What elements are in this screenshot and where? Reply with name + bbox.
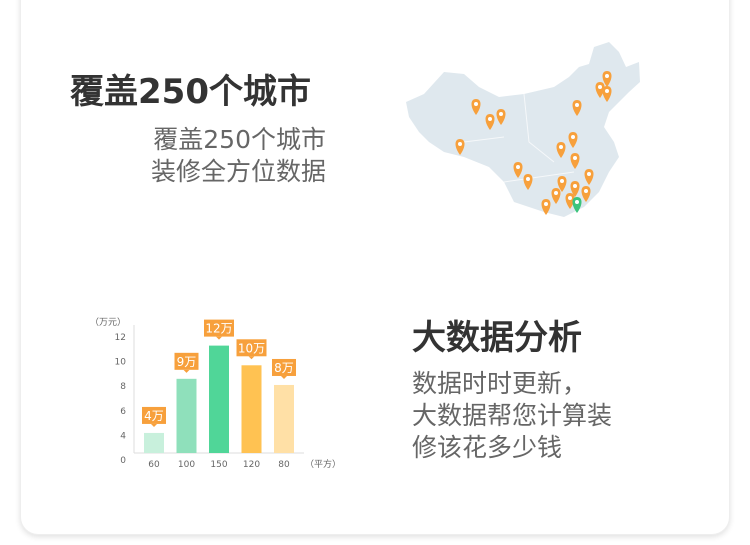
location-pin-icon [584,169,594,185]
y-tick-label: 0 [120,456,126,466]
bar [241,365,262,453]
data-label-bg [142,406,166,424]
location-pin-icon [568,132,578,148]
x-axis-label: （平方） [305,458,340,470]
subtitle-line: 覆盖250个城市 [153,125,326,154]
location-pin-icon [565,193,575,209]
location-pin-icon [581,186,591,202]
data-label-bg [204,319,234,337]
data-label: 9万 [177,355,197,369]
y-tick-label: 12 [115,333,126,343]
y-tick-label: 6 [120,407,126,417]
data-label: 8万 [274,361,294,375]
location-pin-icon [602,86,612,102]
china-map [406,42,640,217]
price-bar-chart: （万元） （平方） 0 4 6 8 10 12 4万 60 9万 100 12万 150 10万 120 8… [90,317,340,470]
data-label: 10万 [238,341,265,355]
data-label-pointer [183,369,190,373]
data-label-pointer [281,375,287,379]
location-pin-icon [485,114,495,130]
location-pin-icon [595,82,605,98]
section-subtitle-analysis: 数据时时更新， 大数据帮您计算装 修该花多少钱 [412,368,612,464]
bar [144,432,164,453]
location-pin-icon [496,109,506,125]
location-pin-icon [570,181,580,197]
data-label-pointer [248,356,255,360]
x-tick-label: 60 [148,460,160,470]
y-tick-label: 4 [120,431,126,441]
china-map-shape [406,42,640,217]
subtitle-line: 修该花多少钱 [412,433,563,462]
x-tick-label: 120 [243,460,260,470]
location-pin-icon [572,197,582,213]
data-label: 12万 [205,322,232,336]
section-title-analysis: 大数据分析 [412,318,582,358]
data-label-bg [174,352,199,370]
data-label-bg [272,358,296,376]
x-tick-label: 150 [210,460,227,470]
subtitle-line: 数据时时更新， [412,369,588,398]
location-pin-icon [455,139,465,155]
bar [274,384,294,453]
location-pin-icon [551,188,561,204]
data-label-pointer [216,336,222,340]
x-tick-label: 80 [278,460,290,470]
data-label-bg [236,339,267,357]
y-tick-label: 10 [115,358,127,368]
bar [209,345,229,453]
bar [176,378,197,453]
section-subtitle-coverage: 覆盖250个城市 装修全方位数据 [151,124,326,188]
location-pin-icon [471,99,481,115]
location-pin-icon [541,199,551,215]
subtitle-line: 装修全方位数据 [150,157,326,186]
location-pin-icon [572,100,582,116]
location-pin-icon [570,153,580,169]
section-title-coverage: 覆盖250个城市 [70,72,311,112]
x-tick-label: 100 [178,460,195,470]
data-label: 4万 [144,409,164,423]
subtitle-line: 大数据帮您计算装 [412,401,613,430]
location-pin-icon [523,174,533,190]
y-axis-label: （万元） [90,317,126,328]
location-pin-icon [513,162,523,178]
data-label-pointer [151,423,157,427]
location-pin-icon [556,142,566,158]
location-pin-icon [602,71,612,87]
y-tick-label: 8 [120,382,126,392]
location-pin-icon [557,176,567,192]
